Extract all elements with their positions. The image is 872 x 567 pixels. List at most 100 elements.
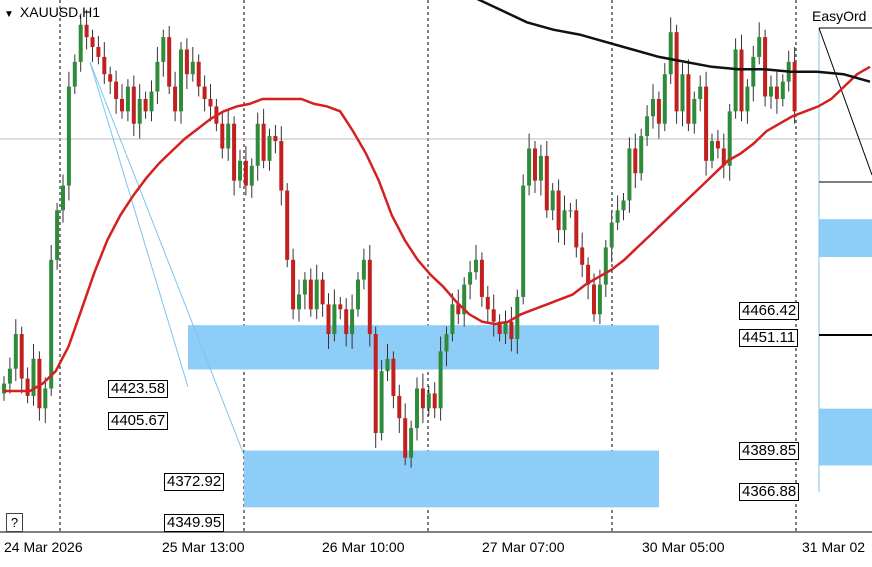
candle-bear xyxy=(202,86,207,99)
candle-bull xyxy=(31,358,36,396)
candle-bear xyxy=(686,74,691,124)
candle-bear xyxy=(403,418,408,458)
candle-bear xyxy=(586,264,591,285)
candle-bear xyxy=(479,259,484,297)
candle-bear xyxy=(420,388,425,409)
candle-bull xyxy=(615,210,620,223)
candle-bull xyxy=(568,210,573,212)
candles xyxy=(2,9,797,468)
candle-bull xyxy=(267,136,272,161)
candle-bull xyxy=(450,304,455,335)
candle-bull xyxy=(727,111,732,166)
candle-bear xyxy=(326,304,331,335)
candle-bear xyxy=(120,98,124,112)
x-tick-label: 27 Mar 07:00 xyxy=(482,539,565,555)
candle-bull xyxy=(710,141,714,161)
help-button[interactable]: ? xyxy=(6,513,23,532)
candle-bear xyxy=(491,309,496,322)
candle-bull xyxy=(49,259,54,389)
candle-bear xyxy=(544,155,549,211)
candle-bear xyxy=(25,378,30,396)
candle-bear xyxy=(633,148,638,174)
candle-bull xyxy=(668,32,673,75)
candle-bull xyxy=(662,74,667,124)
candle-bull xyxy=(255,123,260,166)
right-zone-lower xyxy=(819,408,872,466)
candle-bear xyxy=(509,321,514,339)
candle-bear xyxy=(102,56,107,75)
candle-bull xyxy=(550,190,555,211)
candle-bear xyxy=(485,296,490,310)
candle-bear xyxy=(592,284,596,315)
candle-bull xyxy=(597,284,602,315)
candle-bear xyxy=(533,148,537,181)
price-label-right-2: 4451.11 xyxy=(739,329,799,347)
candle-bear xyxy=(96,47,101,57)
candle-bear xyxy=(37,358,42,409)
candle-bull xyxy=(645,116,650,137)
candle-bear xyxy=(456,304,461,315)
candle-bear xyxy=(173,86,178,112)
candle-bear xyxy=(243,160,248,186)
candle-bull xyxy=(521,185,526,297)
candle-bear xyxy=(397,395,402,419)
candle-bull xyxy=(379,371,384,434)
candle-bear xyxy=(291,259,296,310)
candle-bull xyxy=(13,334,18,369)
x-tick-label: 24 Mar 2026 xyxy=(4,539,83,555)
candle-bull xyxy=(751,56,756,87)
candle-bull xyxy=(527,148,532,186)
candle-bull xyxy=(155,61,160,92)
candle-bear xyxy=(167,37,172,87)
candle-bull xyxy=(757,37,762,57)
price-label-right-1: 4466.42 xyxy=(739,302,800,320)
candle-bull xyxy=(609,222,614,248)
candle-bear xyxy=(373,334,378,434)
candle-bull xyxy=(692,98,697,124)
candle-bear xyxy=(320,279,325,305)
candle-bull xyxy=(639,136,644,174)
diagonal-line xyxy=(818,27,872,176)
candle-bear xyxy=(556,190,561,231)
candle-bull xyxy=(627,148,632,201)
candle-bull xyxy=(515,296,520,339)
candle-bull xyxy=(474,259,478,273)
candle-bull xyxy=(238,160,242,181)
candle-bull xyxy=(137,98,142,124)
candle-bull xyxy=(438,351,443,409)
candle-bear xyxy=(285,190,290,260)
candle-bear xyxy=(196,61,201,87)
trendline-2 xyxy=(89,61,189,388)
candle-bear xyxy=(792,61,797,112)
candle-bull xyxy=(61,185,65,211)
candle-bull xyxy=(769,86,773,97)
candle-bear xyxy=(143,98,148,112)
candle-bull xyxy=(621,200,626,211)
candle-bear xyxy=(261,123,266,161)
candle-bull xyxy=(503,321,508,335)
candle-bull xyxy=(125,86,130,112)
candle-bull xyxy=(462,284,467,315)
candle-bull xyxy=(226,123,231,149)
price-label-left-4: 4349.95 xyxy=(164,514,225,532)
candle-bull xyxy=(745,86,750,112)
collapse-triangle-icon[interactable]: ▼ xyxy=(4,9,14,20)
candle-bear xyxy=(338,304,343,310)
candle-bull xyxy=(426,393,431,409)
symbol-title: ▼ XAUUSD,H1 xyxy=(4,4,101,20)
candle-bear xyxy=(114,81,119,99)
candle-bear xyxy=(344,309,349,335)
price-label-left-2: 4405.67 xyxy=(108,412,169,430)
candle-bear xyxy=(432,393,437,409)
price-label-left-3: 4372.92 xyxy=(164,473,225,491)
x-tick-label: 30 Mar 05:00 xyxy=(642,539,725,555)
x-tick-label: 26 Mar 10:00 xyxy=(322,539,405,555)
indicator-label: EasyOrd xyxy=(812,8,867,24)
candle-bull xyxy=(698,86,703,99)
candle-bull xyxy=(302,279,307,295)
candle-bull xyxy=(680,74,685,112)
candle-bull xyxy=(249,165,254,186)
candle-bull xyxy=(356,279,360,310)
